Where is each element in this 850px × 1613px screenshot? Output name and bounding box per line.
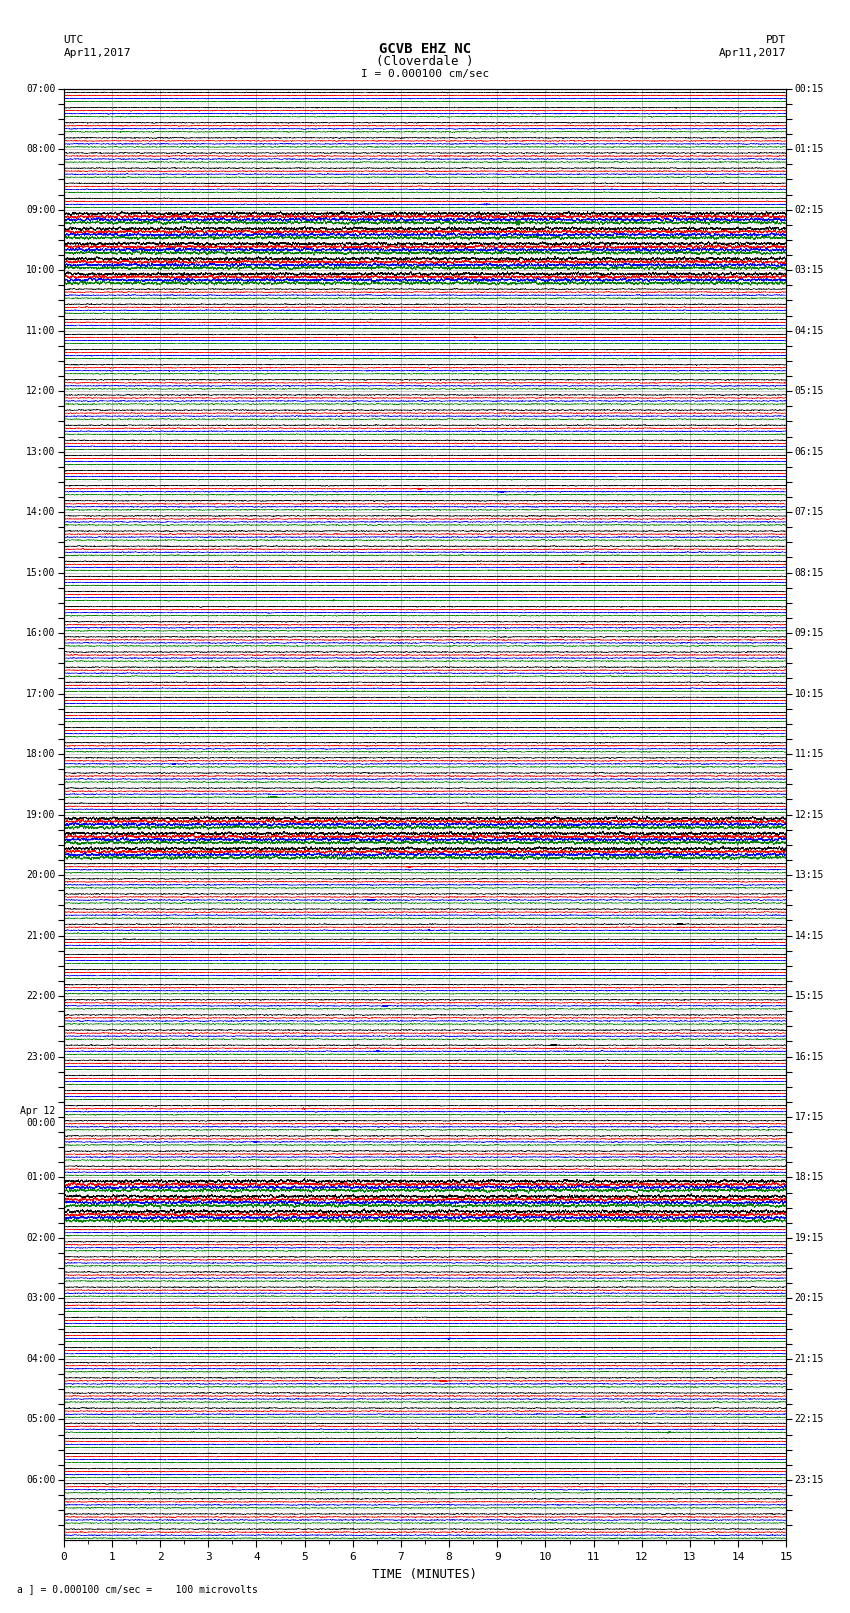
Text: a ] = 0.000100 cm/sec =    100 microvolts: a ] = 0.000100 cm/sec = 100 microvolts: [17, 1584, 258, 1594]
Text: I = 0.000100 cm/sec: I = 0.000100 cm/sec: [361, 69, 489, 79]
Text: (Cloverdale ): (Cloverdale ): [377, 55, 473, 68]
Text: PDT: PDT: [766, 35, 786, 45]
Text: Apr11,2017: Apr11,2017: [64, 48, 131, 58]
Text: UTC: UTC: [64, 35, 84, 45]
Text: Apr11,2017: Apr11,2017: [719, 48, 786, 58]
X-axis label: TIME (MINUTES): TIME (MINUTES): [372, 1568, 478, 1581]
Text: GCVB EHZ NC: GCVB EHZ NC: [379, 42, 471, 56]
